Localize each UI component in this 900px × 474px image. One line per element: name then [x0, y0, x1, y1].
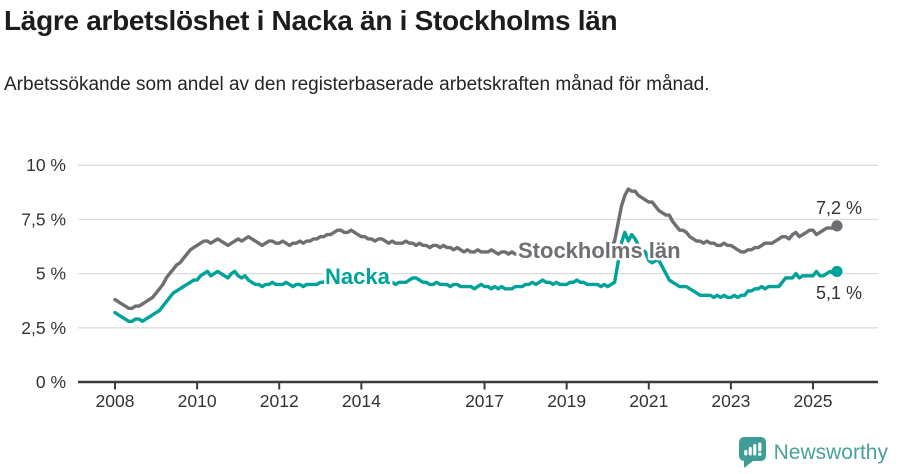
bar-1	[743, 450, 747, 456]
brand-name: Newsworthy	[773, 440, 888, 464]
series-end-dot-stockholms-lan	[831, 220, 843, 232]
y-axis-tick-label: 7,5 %	[21, 209, 66, 229]
newsworthy-chart-bubble-icon	[738, 437, 766, 468]
exclamation-dot	[757, 452, 762, 456]
x-axis-tick-label: 2014	[342, 391, 381, 411]
x-axis-tick-label: 2012	[260, 391, 299, 411]
series-end-value-nacka: 5,1 %	[816, 283, 862, 303]
x-axis-tick-label: 2008	[96, 391, 135, 411]
y-axis-tick-label: 2,5 %	[21, 318, 66, 338]
y-axis-tick-label: 10 %	[26, 155, 66, 175]
bar-2	[748, 447, 752, 456]
series-line-nacka	[113, 230, 839, 324]
bar-3	[752, 444, 756, 456]
series-line-stockholms-lan	[113, 187, 839, 311]
series-label-stockholms-lan: Stockholms län	[518, 238, 681, 263]
exclamation-bar	[757, 442, 762, 452]
x-axis-tick-label: 2025	[794, 391, 833, 411]
chart-subtitle: Arbetssökande som andel av den registerb…	[4, 74, 710, 95]
x-axis-tick-label: 2023	[711, 391, 750, 411]
chart-title: Lägre arbetslöshet i Nacka än i Stockhol…	[4, 5, 618, 36]
x-axis-tick-label: 2017	[465, 391, 504, 411]
x-axis-tick-label: 2010	[178, 391, 217, 411]
x-axis-tick-label: 2021	[629, 391, 668, 411]
series-label-nacka: Nacka	[325, 264, 391, 289]
line-chart: 0 % 2,5 % 5 % 7,5 % 10 % 2008 2010 2012 2014 2017…	[21, 155, 878, 411]
y-axis-tick-label: 5 %	[36, 264, 66, 284]
x-axis-tick-label: 2019	[547, 391, 586, 411]
series-end-dot-nacka	[831, 265, 843, 278]
bubble-shape	[738, 437, 766, 468]
y-axis-tick-label: 0 %	[36, 372, 66, 392]
series-end-value-stockholms-lan: 7,2 %	[816, 198, 862, 218]
brand-footer: Newsworthy	[738, 437, 888, 468]
